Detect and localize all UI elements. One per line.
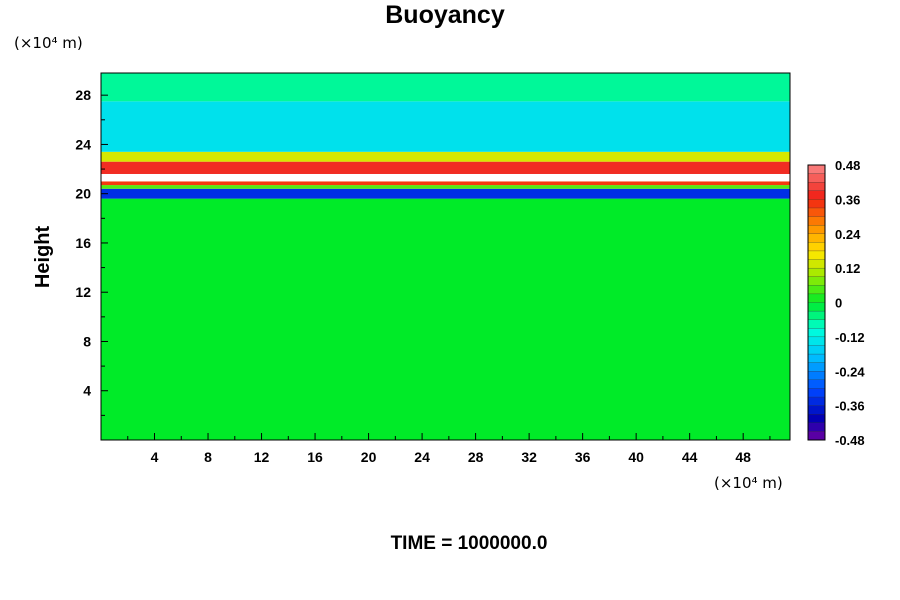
colorbar-label: 0.36 (835, 192, 860, 207)
field-band (101, 101, 790, 152)
colorbar-swatch (807, 388, 826, 398)
field-band (101, 73, 790, 102)
colorbar-swatch (807, 225, 826, 235)
colorbar-swatch (807, 302, 826, 312)
x-tick-label: 8 (204, 449, 212, 465)
x-tick-label: 48 (735, 449, 751, 465)
y-axis-label: Height (32, 226, 54, 289)
colorbar-swatch (807, 396, 826, 407)
colorbar-swatch (807, 259, 826, 269)
x-tick-label: 12 (254, 449, 270, 465)
colorbar-swatch (807, 431, 826, 441)
field-band (101, 173, 790, 182)
y-tick-label: 24 (75, 136, 91, 152)
colorbar-swatch (807, 405, 826, 415)
colorbar-swatch (807, 414, 826, 424)
y-tick-label: 8 (83, 333, 91, 349)
y-tick-label: 20 (75, 186, 91, 202)
x-tick-label: 24 (414, 449, 430, 465)
colorbar-label: -0.24 (835, 364, 865, 379)
colorbar-swatch (807, 310, 826, 321)
x-tick-label: 40 (628, 449, 644, 465)
field-band (101, 188, 790, 199)
field-band (101, 151, 790, 162)
colorbar-swatch (807, 379, 826, 389)
colorbar: 0.48 0.36 0.24 0.12 0 -0.12 -0.24 -0.36 -0.48 (807, 158, 865, 448)
field-band (101, 198, 790, 440)
colorbar-swatch (807, 173, 826, 183)
colorbar-swatch (807, 362, 826, 372)
colorbar-swatch (807, 182, 826, 192)
field-band (101, 161, 790, 174)
colorbar-label: 0.12 (835, 261, 860, 276)
time-label: TIME = 1000000.0 (391, 533, 548, 554)
colorbar-swatch (807, 190, 826, 200)
colorbar-swatch (807, 319, 826, 329)
colorbar-swatch (807, 353, 826, 364)
y-tick-label: 12 (75, 284, 91, 300)
colorbar-swatch (807, 345, 826, 355)
y-unit-label: (×10⁴ m) (14, 34, 83, 52)
colorbar-label: -0.48 (835, 433, 865, 448)
x-axis-ticks: 4 8 12 16 20 24 28 32 36 40 44 48 (127, 433, 771, 465)
colorbar-label: 0 (835, 296, 842, 311)
colorbar-swatch (807, 336, 826, 346)
plot-border (100, 72, 791, 441)
x-tick-label: 16 (307, 449, 323, 465)
x-tick-label: 4 (151, 449, 159, 465)
colorbar-label: 0.24 (835, 227, 861, 242)
colorbar-label: 0.48 (835, 158, 860, 173)
x-tick-label: 28 (468, 449, 484, 465)
colorbar-label: -0.12 (835, 330, 865, 345)
y-tick-label: 28 (75, 87, 91, 103)
colorbar-swatch (807, 293, 826, 303)
colorbar-swatch (807, 371, 826, 381)
colorbar-swatch (807, 276, 826, 286)
plot-frame (100, 72, 791, 441)
colorbar-swatch (807, 242, 826, 252)
colorbar-swatch (807, 207, 826, 218)
colorbar-swatch (807, 164, 826, 175)
field-band (101, 185, 790, 189)
x-unit-label: (×10⁴ m) (714, 474, 783, 492)
y-tick-label: 4 (83, 383, 91, 399)
x-tick-label: 44 (682, 449, 698, 465)
buoyancy-field (101, 73, 790, 440)
colorbar-swatch (807, 267, 826, 278)
chart-title: Buoyancy (385, 1, 505, 29)
x-tick-label: 32 (521, 449, 537, 465)
colorbar-label: -0.36 (835, 399, 865, 414)
colorbar-border (807, 164, 826, 441)
x-tick-label: 36 (575, 449, 591, 465)
y-axis-ticks: 4 8 12 16 20 24 28 (75, 87, 108, 416)
field-band (101, 181, 790, 186)
x-tick-label: 20 (361, 449, 377, 465)
y-tick-label: 16 (75, 235, 91, 251)
colorbar-swatch (807, 285, 826, 295)
colorbar-swatch (807, 216, 826, 226)
colorbar-swatch (807, 422, 826, 432)
colorbar-swatch (807, 199, 826, 209)
colorbar-swatch (807, 328, 826, 338)
colorbar-swatch (807, 250, 826, 260)
colorbar-swatch (807, 233, 826, 243)
